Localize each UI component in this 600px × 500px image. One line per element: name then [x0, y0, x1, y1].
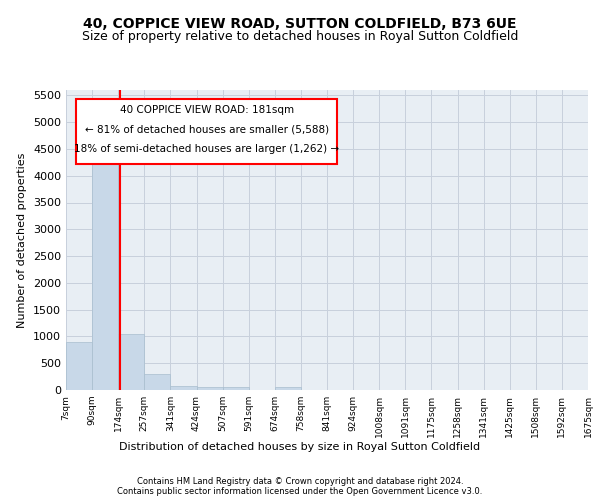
Bar	[92, 146, 118, 390]
Text: Distribution of detached houses by size in Royal Sutton Coldfield: Distribution of detached houses by size …	[119, 442, 481, 452]
Bar	[145, 374, 170, 390]
Bar	[197, 387, 223, 390]
Bar	[118, 334, 145, 390]
Bar	[223, 388, 249, 390]
Text: Contains public sector information licensed under the Open Government Licence v3: Contains public sector information licen…	[118, 488, 482, 496]
FancyBboxPatch shape	[76, 99, 337, 164]
Text: Contains HM Land Registry data © Crown copyright and database right 2024.: Contains HM Land Registry data © Crown c…	[137, 478, 463, 486]
Text: ← 81% of detached houses are smaller (5,588): ← 81% of detached houses are smaller (5,…	[85, 124, 329, 134]
Bar	[66, 342, 92, 390]
Text: 40 COPPICE VIEW ROAD: 181sqm: 40 COPPICE VIEW ROAD: 181sqm	[120, 105, 294, 115]
Bar	[170, 386, 197, 390]
Y-axis label: Number of detached properties: Number of detached properties	[17, 152, 28, 328]
Bar	[275, 387, 301, 390]
Text: Size of property relative to detached houses in Royal Sutton Coldfield: Size of property relative to detached ho…	[82, 30, 518, 43]
Text: 40, COPPICE VIEW ROAD, SUTTON COLDFIELD, B73 6UE: 40, COPPICE VIEW ROAD, SUTTON COLDFIELD,…	[83, 18, 517, 32]
Text: 18% of semi-detached houses are larger (1,262) →: 18% of semi-detached houses are larger (…	[74, 144, 340, 154]
